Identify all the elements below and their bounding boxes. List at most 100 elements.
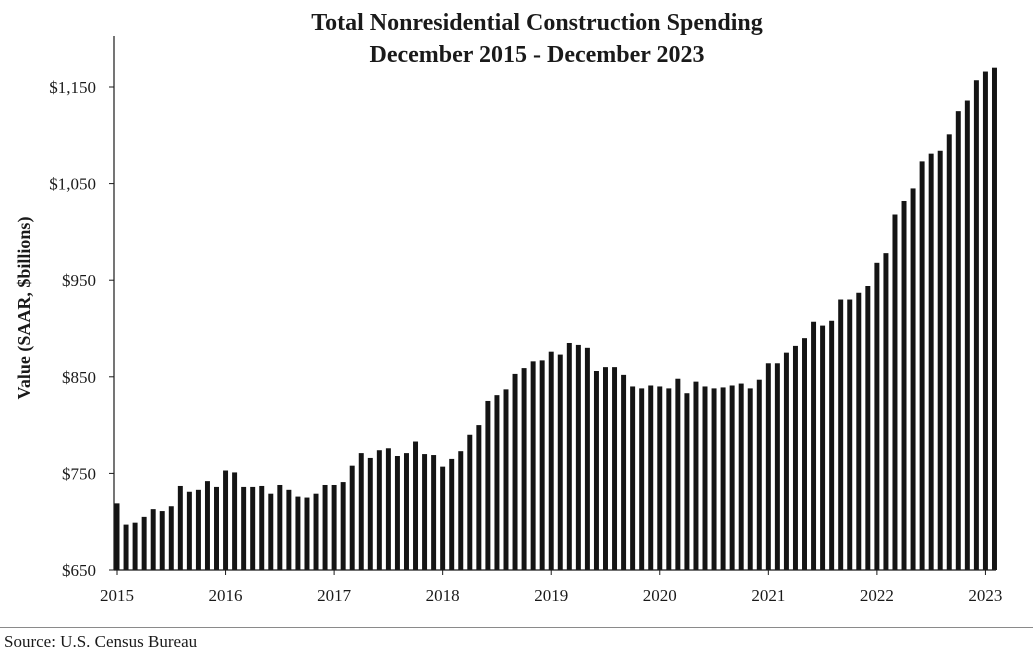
bar [720,387,726,570]
bar [829,320,835,570]
bar [440,466,446,570]
bar [729,385,735,570]
bar [521,368,527,570]
bar [901,200,907,571]
bar [675,378,681,570]
bar [584,347,590,570]
bar [919,161,925,570]
bar-series [114,67,997,571]
bar [964,100,970,571]
bar [114,503,120,570]
bar [566,342,572,570]
x-tick-label: 2021 [751,586,785,605]
bar [630,386,636,570]
x-tick-label: 2015 [100,586,134,605]
bar [603,367,608,570]
bar [503,389,509,570]
source-note: Source: U.S. Census Bureau [4,632,198,651]
bar [666,388,672,570]
x-tick-label: 2020 [643,586,677,605]
bar [657,386,663,570]
bar [313,493,319,570]
bar [485,400,491,570]
y-tick-label: $850 [62,368,96,387]
bar [639,388,645,570]
bar [991,67,997,571]
y-axis: $650 $750 $850 $950 $1,050 $1,150 [49,78,114,580]
bar [910,188,916,570]
bar [422,454,428,570]
bar [874,262,880,570]
bar [856,292,862,570]
bar [286,489,292,570]
bar [458,451,464,570]
bar [802,338,807,570]
chart-title-line-2: December 2015 - December 2023 [370,42,705,68]
bar [223,470,229,570]
bar [811,321,817,570]
bar [494,395,500,570]
bar [177,485,183,570]
bar [946,134,952,570]
x-axis: 2015 2016 2017 2018 2019 2020 2021 2022 2023 [100,570,1002,605]
bar [449,458,455,570]
bar [168,506,174,570]
bar [955,111,961,571]
bar [747,388,753,570]
bar [232,472,238,570]
bar [132,522,138,570]
bar [295,496,301,570]
bar [413,441,419,570]
bar [928,153,934,570]
bar [738,383,744,570]
bar [693,381,699,570]
bar [376,450,382,570]
bar [214,486,219,570]
bar [684,393,690,570]
bar [783,352,789,570]
x-tick-label: 2018 [426,586,460,605]
bar [838,299,844,570]
bar [530,361,536,570]
y-tick-label: $650 [62,561,96,580]
bar [792,345,798,570]
bar [268,493,274,570]
bar [847,299,853,570]
bar [349,465,355,570]
bar [648,385,654,570]
bar [159,511,165,570]
bar [865,286,871,570]
bar [711,388,717,570]
bar [123,524,129,570]
bar [394,456,400,570]
bar [186,491,192,570]
source-divider [0,627,1033,628]
bar [358,453,364,570]
x-tick-label: 2017 [317,586,352,605]
bar [467,434,473,570]
bar [322,484,328,570]
bar [756,379,762,570]
bar [539,360,545,570]
bar [367,457,373,570]
bar [241,486,247,570]
bar [476,425,482,570]
bar [259,485,265,570]
bar [892,214,898,570]
bar [593,371,599,570]
bar [150,509,156,570]
bar [277,484,283,570]
bar [973,80,979,571]
x-tick-label: 2019 [534,586,568,605]
bar [195,489,201,570]
y-tick-label: $1,050 [49,175,96,194]
chart-title-line-1: Total Nonresidential Construction Spendi… [311,10,762,36]
bar [548,351,554,570]
bar [304,497,310,570]
bar [431,455,437,570]
bar [883,253,889,570]
bar [557,354,563,570]
bar [512,373,518,570]
x-tick-label: 2016 [209,586,243,605]
